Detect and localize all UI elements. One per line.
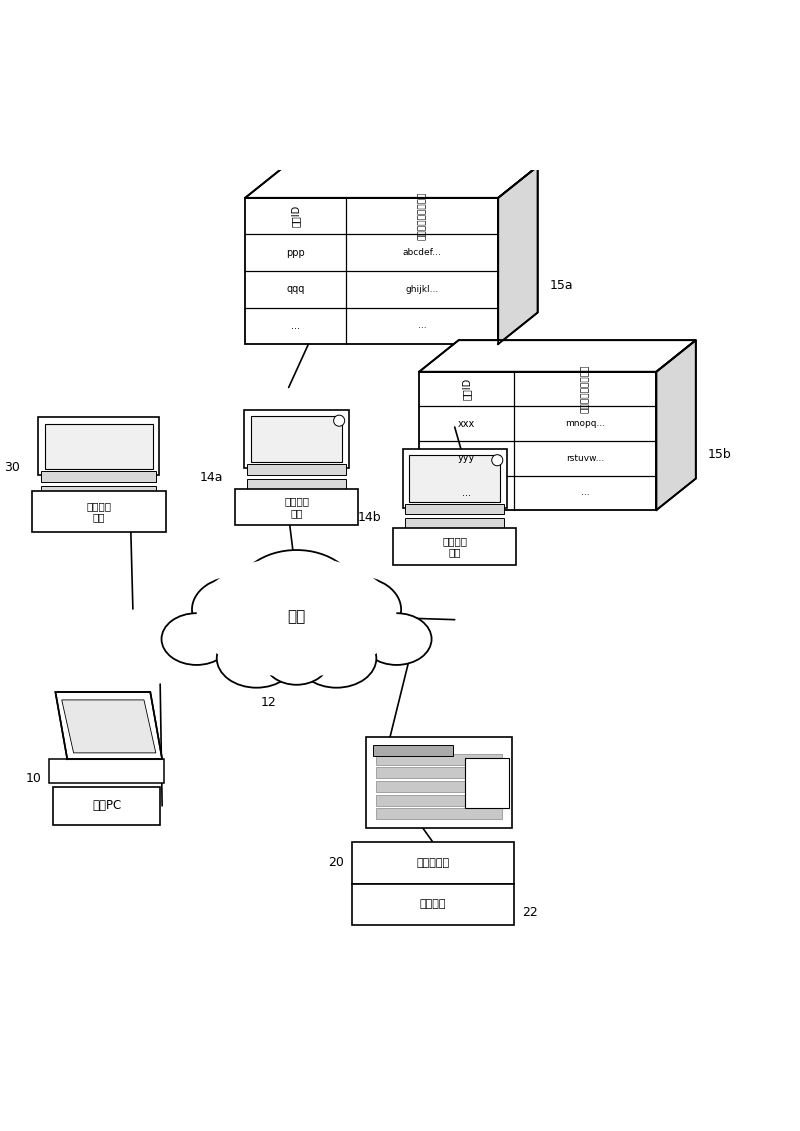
Text: 12: 12 — [261, 696, 277, 709]
Bar — [45, 424, 153, 469]
Bar — [245, 409, 349, 468]
Bar — [405, 518, 504, 528]
Bar — [465, 759, 509, 809]
Polygon shape — [245, 166, 538, 198]
Ellipse shape — [197, 556, 397, 677]
Bar — [376, 754, 502, 765]
Bar — [376, 795, 502, 805]
Bar — [352, 883, 514, 925]
Text: 用户ID: 用户ID — [462, 378, 471, 400]
Ellipse shape — [362, 613, 431, 665]
Bar — [376, 768, 502, 778]
Bar — [54, 787, 160, 824]
Text: 用户ID: 用户ID — [290, 205, 301, 227]
Ellipse shape — [162, 613, 231, 665]
Ellipse shape — [297, 629, 376, 688]
Bar — [247, 465, 346, 475]
Text: 用于认证的登记数据: 用于认证的登记数据 — [581, 365, 590, 413]
Bar — [402, 449, 506, 508]
Text: 15b: 15b — [708, 448, 731, 461]
Bar — [376, 782, 502, 792]
Polygon shape — [55, 692, 162, 759]
Text: 10: 10 — [26, 772, 42, 785]
Text: 用户PC: 用户PC — [92, 800, 122, 812]
Text: abcdef...: abcdef... — [403, 248, 442, 257]
Bar — [38, 417, 159, 475]
Text: ...: ... — [418, 321, 426, 330]
Polygon shape — [419, 340, 696, 372]
Bar — [376, 809, 502, 819]
Text: 网络: 网络 — [287, 610, 306, 624]
Bar — [394, 528, 516, 564]
Bar — [32, 491, 166, 533]
Text: mnopq...: mnopq... — [565, 420, 605, 429]
Text: yyy: yyy — [458, 454, 475, 464]
Bar — [247, 478, 346, 489]
Ellipse shape — [217, 629, 296, 688]
Bar — [405, 533, 504, 543]
Text: 外部认证
系统: 外部认证 系统 — [284, 497, 309, 518]
Text: 外部认证
系统: 外部认证 系统 — [442, 536, 467, 558]
Ellipse shape — [312, 577, 401, 642]
Text: ...: ... — [462, 487, 471, 498]
Text: 装置管理
系统: 装置管理 系统 — [86, 501, 111, 523]
Text: 14b: 14b — [358, 510, 382, 524]
Bar — [247, 493, 346, 503]
Bar — [405, 504, 504, 515]
Bar — [419, 372, 656, 510]
Bar — [352, 843, 514, 883]
Bar — [245, 198, 498, 344]
Text: 22: 22 — [522, 906, 538, 920]
Text: 14a: 14a — [200, 472, 223, 484]
Ellipse shape — [236, 550, 357, 639]
Ellipse shape — [192, 577, 281, 642]
Text: 15a: 15a — [550, 279, 573, 292]
Bar — [235, 489, 358, 526]
Text: 假脱机数据: 假脱机数据 — [416, 858, 450, 867]
Bar — [50, 759, 164, 783]
Text: ghijkl...: ghijkl... — [406, 285, 439, 294]
Bar — [42, 500, 156, 510]
Ellipse shape — [265, 638, 328, 684]
Text: 30: 30 — [4, 460, 20, 474]
Text: 日志数据: 日志数据 — [420, 899, 446, 909]
Bar — [366, 737, 512, 828]
Text: xxx: xxx — [458, 418, 475, 429]
Bar — [373, 744, 454, 756]
Text: qqq: qqq — [286, 284, 305, 294]
Bar — [250, 416, 342, 463]
Circle shape — [334, 415, 345, 426]
Text: ...: ... — [291, 321, 300, 331]
Text: rstuvw...: rstuvw... — [566, 454, 604, 463]
Text: 用于认证的登记数据: 用于认证的登记数据 — [418, 192, 426, 240]
Bar — [42, 472, 156, 482]
Text: ...: ... — [581, 489, 590, 498]
Polygon shape — [498, 166, 538, 344]
Bar — [42, 485, 156, 495]
Text: ppp: ppp — [286, 248, 305, 258]
Bar — [409, 456, 501, 502]
Text: 20: 20 — [328, 856, 344, 870]
Circle shape — [492, 455, 503, 466]
Polygon shape — [62, 700, 156, 753]
Polygon shape — [656, 340, 696, 510]
